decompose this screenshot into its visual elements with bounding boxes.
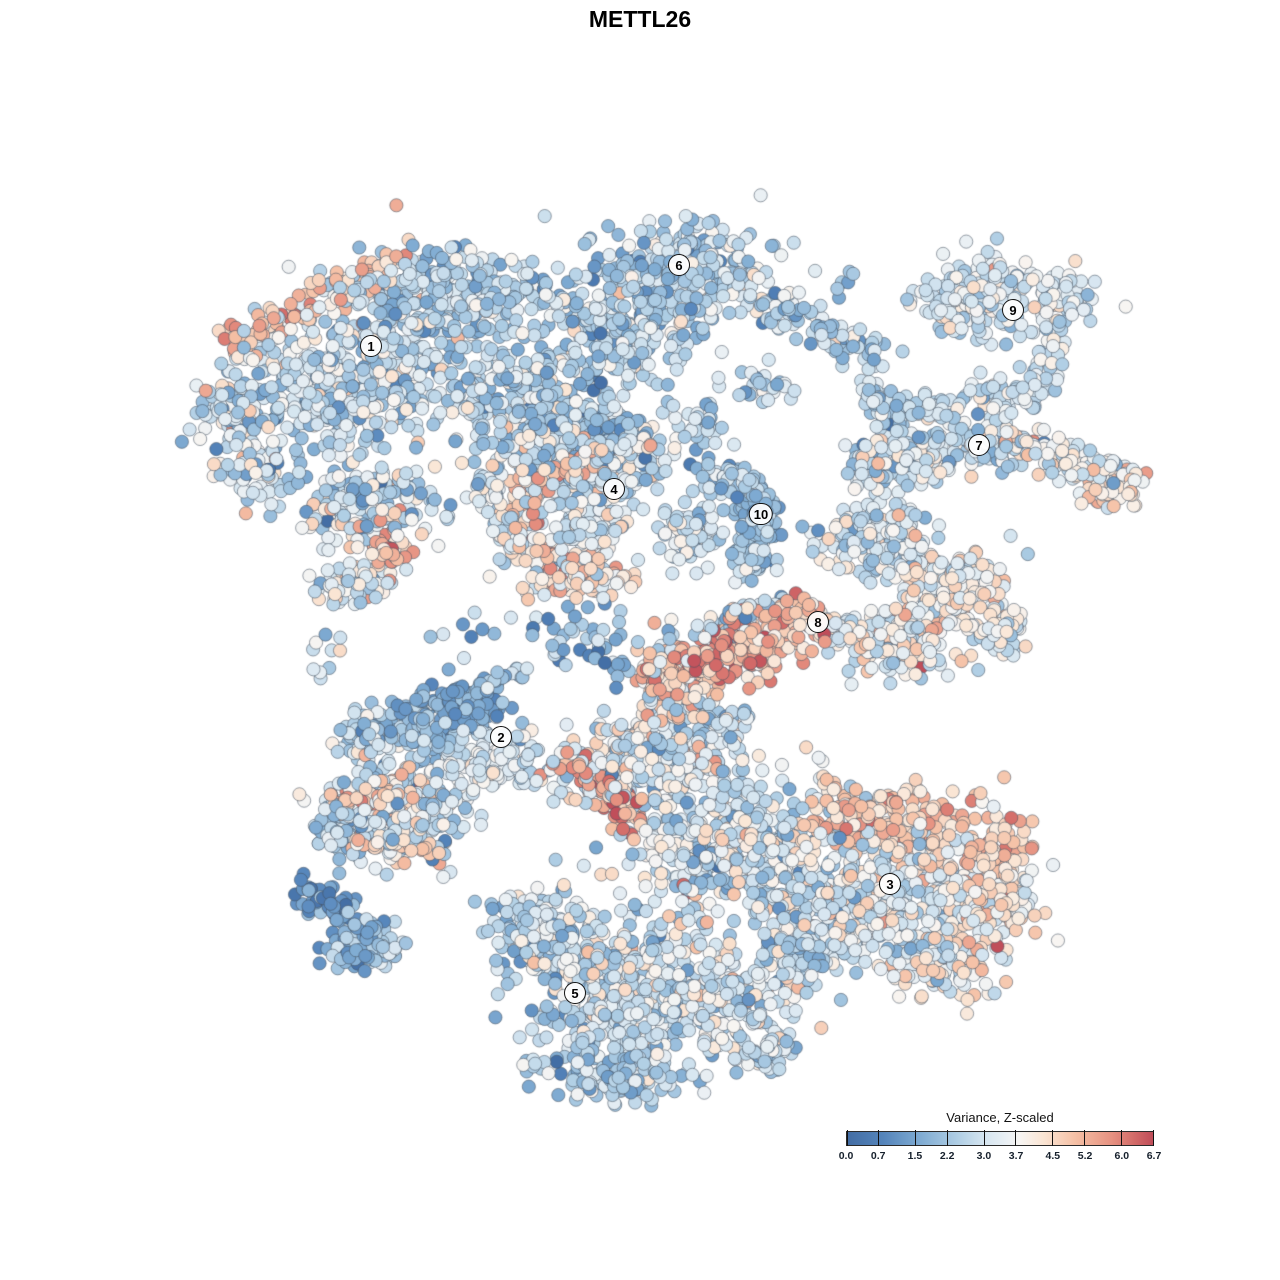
colorbar-tick-label: 6.7 (1146, 1150, 1162, 1162)
colorbar-tick-mark (983, 1130, 985, 1146)
colorbar-tick-label: 3.0 (976, 1150, 992, 1162)
colorbar-tick-label: 4.5 (1045, 1150, 1061, 1162)
colorbar-tick-labels: 0.0 0.7 1.5 2.2 3.0 3.7 4.5 5.2 6.0 6.7 (839, 1150, 1162, 1164)
colorbar-tick-label: 0.7 (870, 1150, 886, 1162)
colorbar-tick-label: 6.0 (1114, 1150, 1130, 1162)
colorbar-tick-mark (1083, 1130, 1085, 1146)
colorbar-tick-label: 5.2 (1077, 1150, 1093, 1162)
colorbar-legend: Variance, Z-scaled 0.0 0.7 1.5 2.2 3.0 3.7 4.5… (839, 1110, 1162, 1164)
colorbar-tick-mark (1015, 1130, 1017, 1146)
colorbar-tick-mark (1152, 1130, 1154, 1146)
colorbar-tick-mark (1052, 1130, 1053, 1146)
colorbar-tick-mark (1120, 1130, 1122, 1146)
colorbar-tick-label: 0.0 (838, 1150, 854, 1162)
colorbar-title: Variance, Z-scaled (946, 1110, 1054, 1125)
colorbar-tick-label: 3.7 (1008, 1150, 1024, 1162)
colorbar-tick-mark (946, 1130, 948, 1146)
colorbar-tick-mark (846, 1130, 848, 1146)
colorbar-tick-mark (878, 1130, 880, 1146)
colorbar-tick-mark (915, 1130, 916, 1146)
colorbar-gradient (846, 1130, 1154, 1146)
colorbar-tick-label: 2.2 (939, 1150, 955, 1162)
colorbar-tick-label: 1.5 (907, 1150, 923, 1162)
